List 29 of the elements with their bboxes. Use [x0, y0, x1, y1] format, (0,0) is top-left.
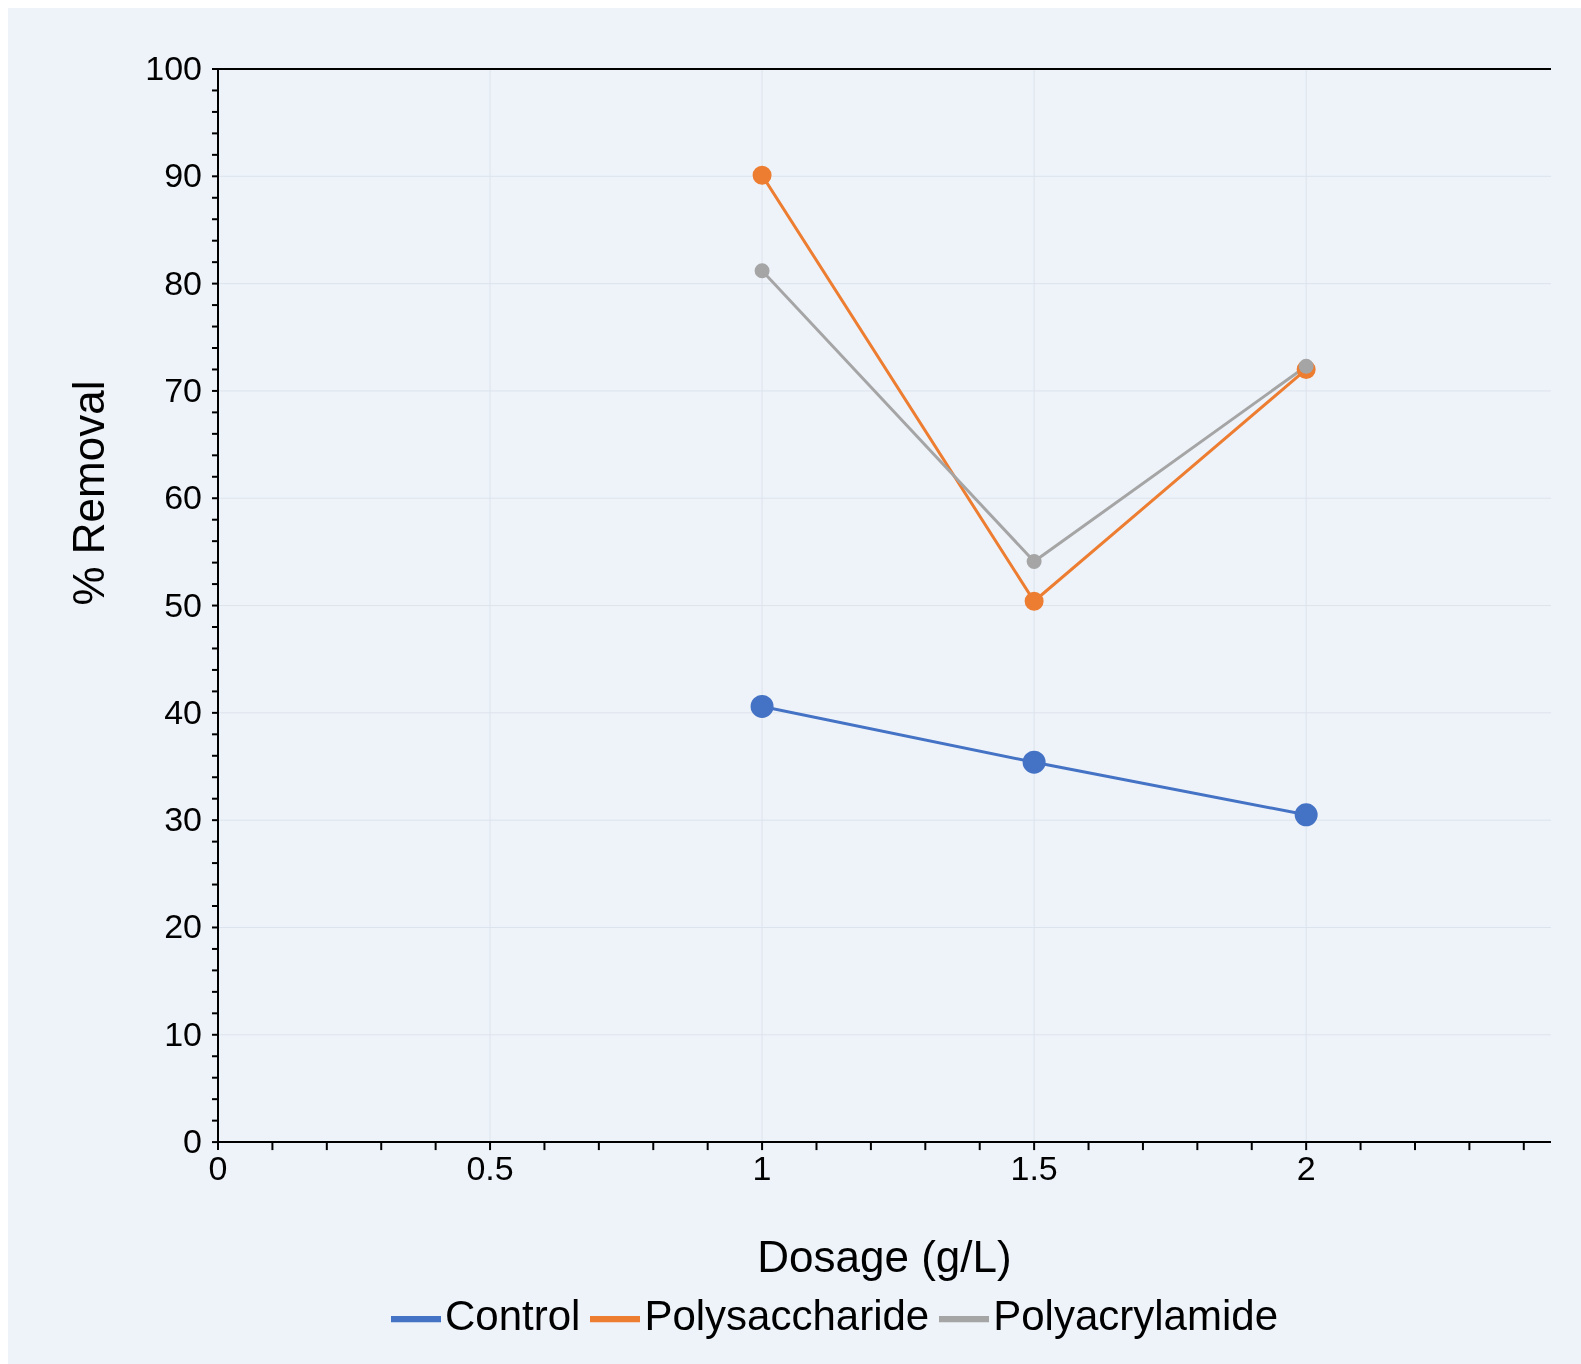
y-tick-label: 70 — [164, 370, 202, 409]
point — [1024, 591, 1044, 611]
point — [1298, 358, 1314, 374]
legend-label: Control — [445, 1292, 581, 1340]
y-tick-label: 90 — [164, 156, 202, 195]
legend-label: Polysaccharide — [644, 1292, 930, 1340]
point — [1026, 554, 1042, 570]
y-tick-label: 100 — [145, 49, 202, 87]
x-tick-label: 0.5 — [466, 1149, 514, 1188]
x-tick-label: 1 — [752, 1149, 772, 1188]
x-tick-label: 2 — [1296, 1149, 1316, 1188]
point — [1294, 803, 1318, 827]
point — [754, 263, 770, 279]
x-axis-title: Dosage (g/L) — [757, 1232, 1012, 1282]
y-tick-label: 40 — [164, 692, 202, 731]
y-tick-label: 0 — [183, 1122, 202, 1161]
y-tick-label: 10 — [164, 1014, 202, 1053]
y-tick-label: 60 — [164, 478, 202, 517]
x-tick-label: 1.5 — [1010, 1149, 1058, 1188]
y-tick-label: 20 — [164, 907, 202, 946]
y-tick-label: 50 — [164, 585, 202, 624]
legend-label: Polyacrylamide — [993, 1292, 1278, 1340]
y-tick-label: 80 — [164, 263, 202, 302]
point — [752, 165, 772, 185]
point — [1022, 750, 1046, 774]
x-tick-label: 0 — [208, 1149, 228, 1188]
point — [750, 694, 774, 718]
y-axis-title: % Removal — [63, 380, 113, 606]
y-tick-label: 30 — [164, 800, 202, 839]
